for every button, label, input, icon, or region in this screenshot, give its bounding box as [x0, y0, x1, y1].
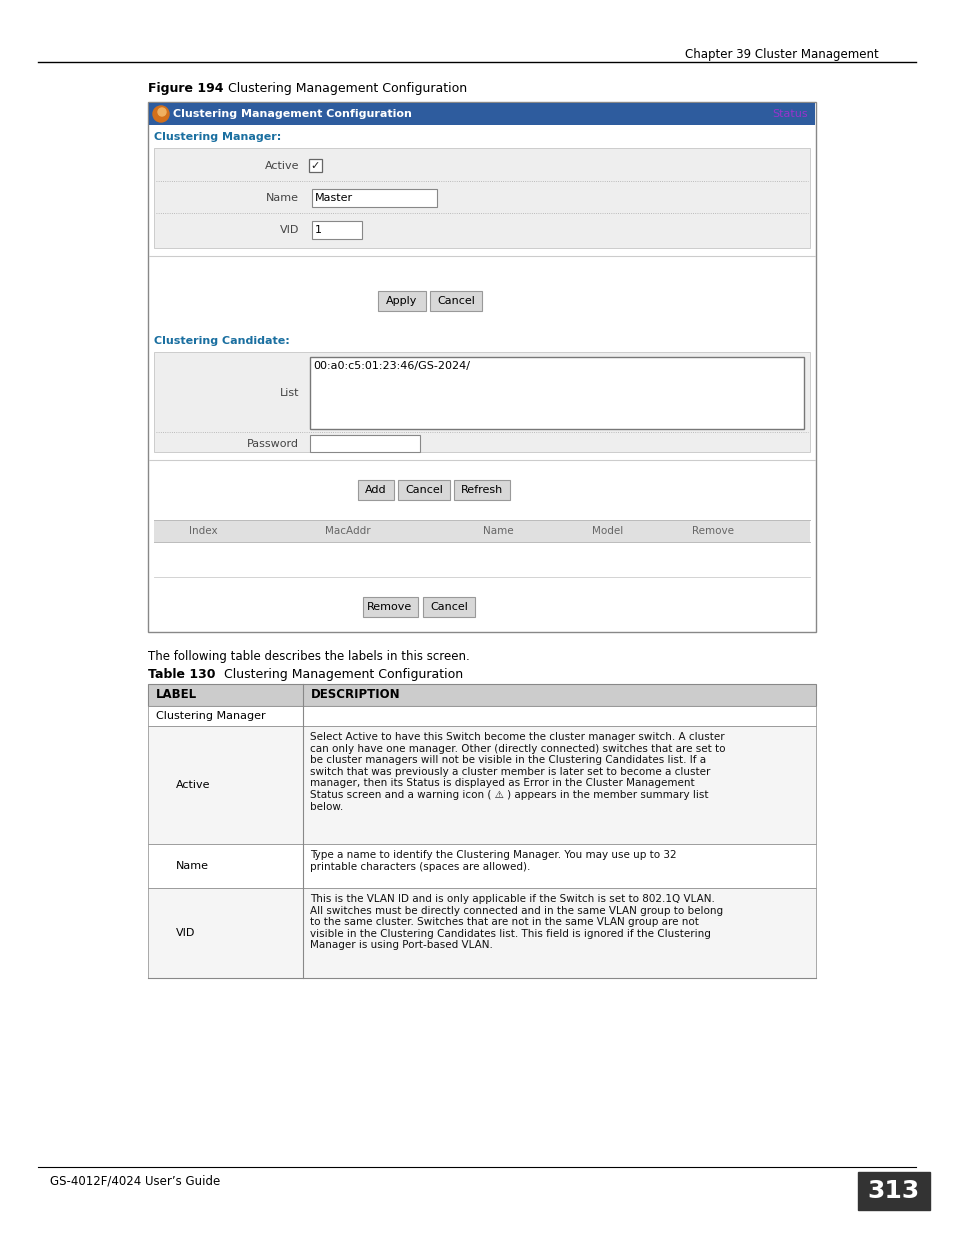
Text: Name: Name — [175, 861, 209, 871]
Bar — [148, 706, 815, 726]
Text: Cancel: Cancel — [430, 601, 468, 613]
Text: DESCRIPTION: DESCRIPTION — [311, 688, 400, 701]
Bar — [454, 480, 510, 500]
Bar — [153, 520, 809, 542]
Bar — [153, 352, 809, 452]
Text: Remove: Remove — [691, 526, 733, 536]
Text: Active: Active — [264, 161, 298, 170]
Text: Name: Name — [482, 526, 513, 536]
Bar — [148, 726, 815, 844]
Text: Master: Master — [314, 193, 353, 203]
Text: 313: 313 — [867, 1179, 919, 1203]
Bar — [430, 291, 481, 311]
Bar — [148, 684, 815, 706]
Bar — [857, 1172, 929, 1210]
Text: Figure 194: Figure 194 — [148, 82, 223, 95]
Text: VID: VID — [175, 927, 195, 939]
Text: Index: Index — [189, 526, 217, 536]
Text: Table 130: Table 130 — [148, 668, 215, 680]
Text: Name: Name — [266, 193, 298, 203]
Text: Select Active to have this Switch become the cluster manager switch. A cluster
c: Select Active to have this Switch become… — [310, 732, 724, 811]
Bar — [377, 291, 426, 311]
Text: Active: Active — [175, 781, 211, 790]
Text: Status: Status — [772, 109, 807, 119]
Text: 1: 1 — [314, 225, 322, 235]
Text: Clustering Manager: Clustering Manager — [156, 711, 265, 721]
Bar — [309, 159, 322, 172]
Text: Type a name to identify the Clustering Manager. You may use up to 32
printable c: Type a name to identify the Clustering M… — [310, 850, 676, 872]
Text: VID: VID — [279, 225, 298, 235]
Bar — [149, 103, 814, 125]
Text: Clustering Candidate:: Clustering Candidate: — [153, 336, 290, 346]
Text: LABEL: LABEL — [156, 688, 197, 701]
Text: Chapter 39 Cluster Management: Chapter 39 Cluster Management — [684, 48, 878, 61]
Circle shape — [158, 107, 166, 116]
Text: MacAddr: MacAddr — [325, 526, 371, 536]
Bar — [397, 480, 450, 500]
Text: Clustering Management Configuration: Clustering Management Configuration — [215, 668, 462, 680]
Text: This is the VLAN ID and is only applicable if the Switch is set to 802.1Q VLAN.
: This is the VLAN ID and is only applicab… — [310, 894, 722, 951]
Bar — [148, 103, 815, 632]
Text: Add: Add — [365, 485, 386, 495]
Text: Password: Password — [247, 438, 298, 450]
Circle shape — [152, 106, 169, 122]
Text: Cancel: Cancel — [436, 296, 475, 306]
Bar — [363, 597, 417, 618]
Text: Apply: Apply — [386, 296, 417, 306]
Bar — [310, 435, 419, 452]
Text: Refresh: Refresh — [460, 485, 502, 495]
Text: ✓: ✓ — [311, 161, 320, 170]
Text: Clustering Management Configuration: Clustering Management Configuration — [220, 82, 467, 95]
Text: Clustering Management Configuration: Clustering Management Configuration — [172, 109, 412, 119]
Bar — [153, 148, 809, 248]
Bar — [312, 221, 361, 240]
Text: Model: Model — [592, 526, 623, 536]
Bar — [310, 357, 803, 429]
Text: GS-4012F/4024 User’s Guide: GS-4012F/4024 User’s Guide — [50, 1174, 220, 1188]
Text: The following table describes the labels in this screen.: The following table describes the labels… — [148, 650, 469, 663]
Text: Clustering Manager:: Clustering Manager: — [153, 132, 281, 142]
Bar — [357, 480, 394, 500]
Text: List: List — [279, 388, 298, 398]
Bar — [312, 189, 436, 207]
Text: Cancel: Cancel — [405, 485, 442, 495]
Text: Remove: Remove — [367, 601, 413, 613]
Bar — [148, 888, 815, 978]
Bar — [148, 844, 815, 888]
Bar — [422, 597, 475, 618]
Text: 00:a0:c5:01:23:46/GS-2024/: 00:a0:c5:01:23:46/GS-2024/ — [313, 361, 470, 370]
